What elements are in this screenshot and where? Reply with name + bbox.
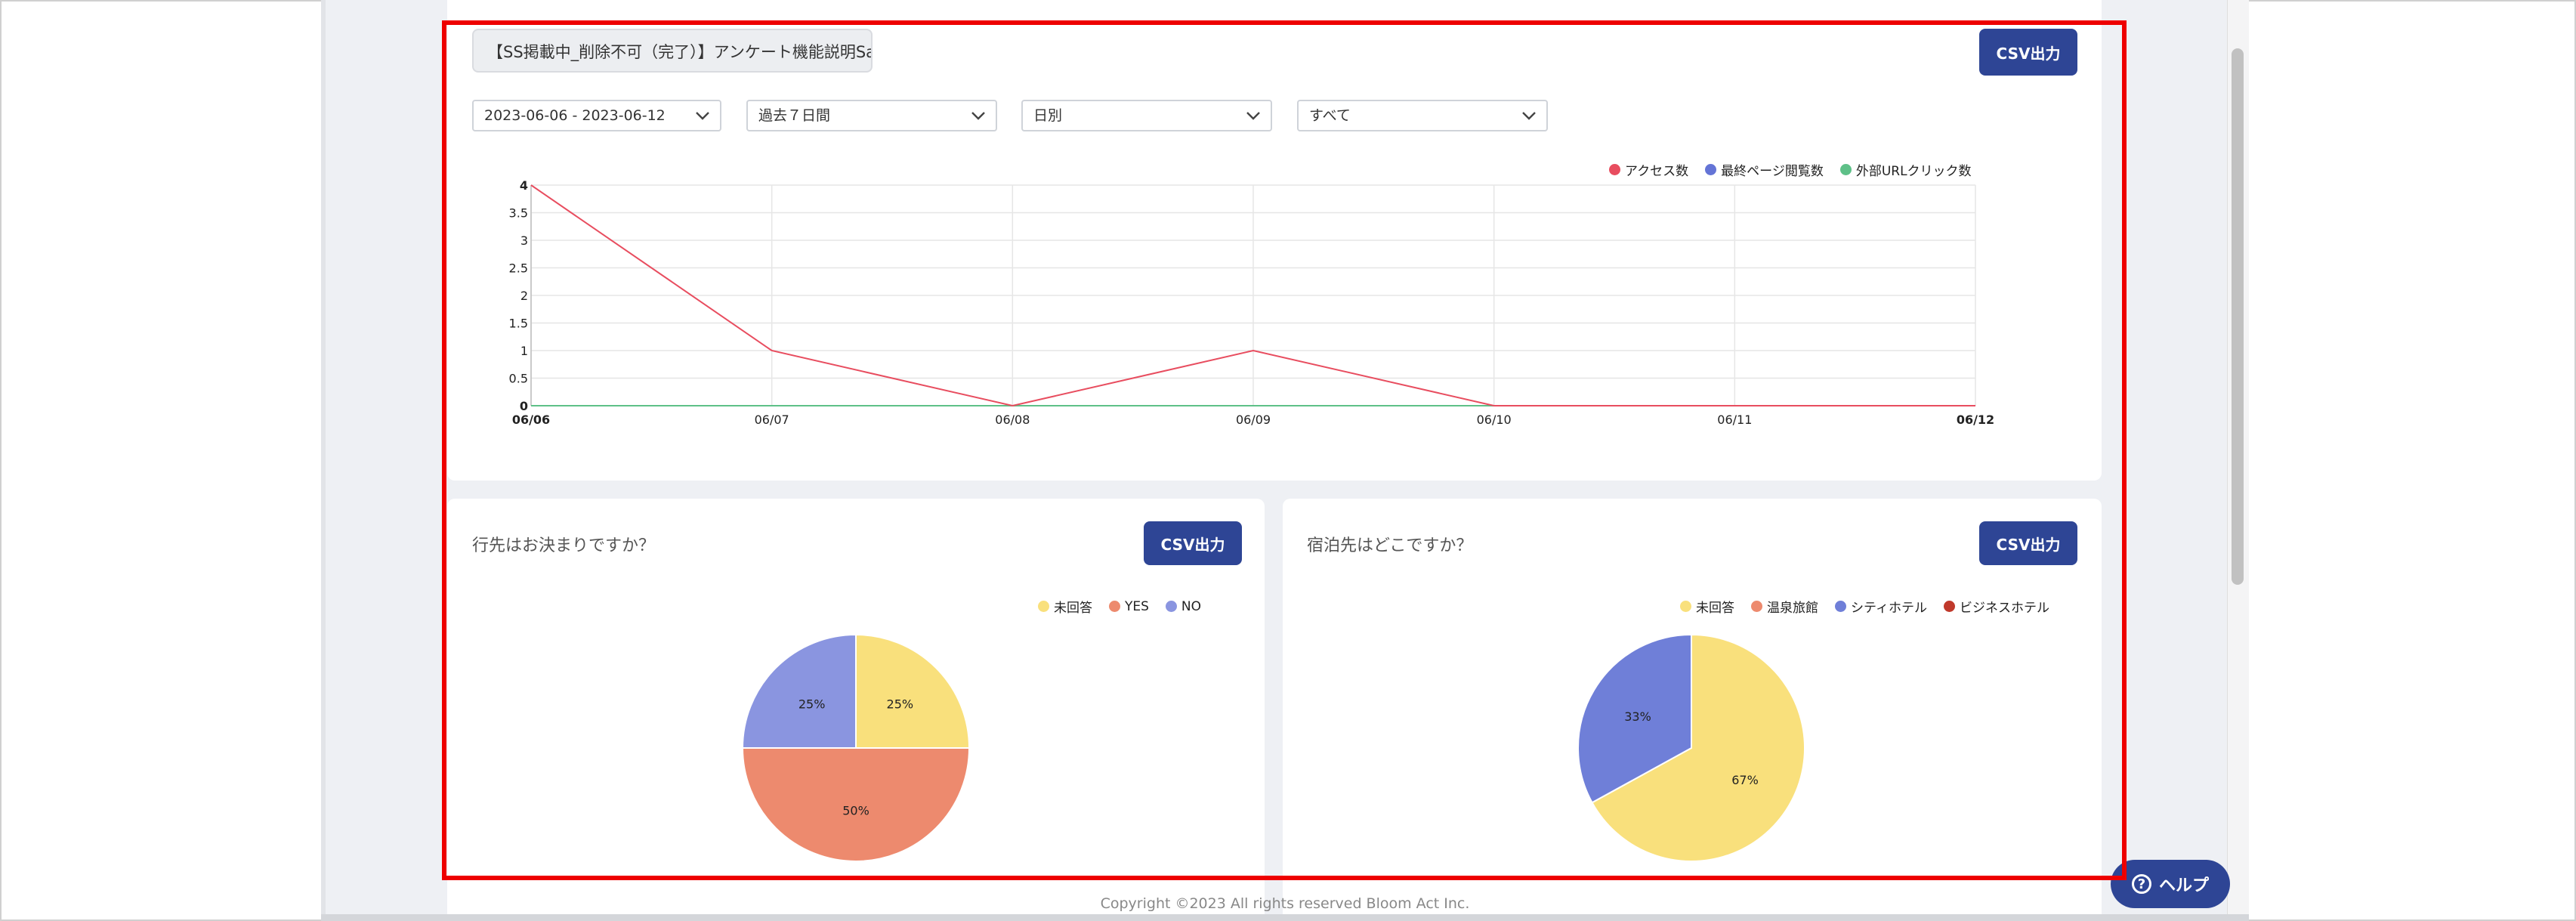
legend-label: 未回答 [1054,601,1092,616]
legend-label: 未回答 [1696,601,1734,616]
legend-item-hot-spring[interactable]: 温泉旅館 [1751,597,1818,616]
x-tick-label: 06/09 [1236,413,1271,427]
legend-item-external-url[interactable]: 外部URLクリック数 [1839,160,1972,179]
question-circle-icon: ? [2131,874,2151,894]
pie-slice-label: 25% [798,697,826,712]
question-title-accommodation: 宿泊先はどこですか？ [1307,536,1473,555]
summary-csv-button[interactable]: CSV出力 [1979,29,2077,76]
content-left-edge [321,0,326,921]
help-button[interactable]: ? ヘルプ [2111,860,2230,908]
legend-label: NO [1181,598,1202,614]
survey-title: 【SS掲載中_削除不可（完了）】アンケート機能説明Sampl [472,29,873,73]
legend-item-unanswered[interactable]: 未回答 [1038,597,1092,616]
legend-dot [1165,601,1177,612]
destination-pie-chart: 25% 50% 25% [741,633,971,862]
pie-slice[interactable] [741,747,971,862]
pie-slice[interactable] [741,633,857,749]
legend-dot [1038,601,1049,612]
x-tick-label: 06/11 [1717,413,1752,427]
pie-legend-accommodation: 未回答 温泉旅館 シティホテル ビジネスホテル [1680,597,2066,616]
granularity-select[interactable]: 日別 [1021,100,1272,131]
legend-item-business-hotel[interactable]: ビジネスホテル [1943,597,2049,616]
chevron-down-icon [1246,112,1260,120]
chevron-down-icon [1522,112,1536,120]
granularity-value: 日別 [1033,107,1063,124]
line-chart-legend: アクセス数 最終ページ閲覧数 外部URLクリック数 [1609,160,1988,179]
legend-dot [1751,601,1762,612]
accommodation-pie-chart: 67% 33% [1577,633,1805,862]
legend-dot [1680,601,1691,612]
y-tick-label: 1.5 [509,317,528,331]
y-tick-label: 0 [520,399,528,413]
legend-item-yes[interactable]: YES [1109,599,1149,614]
legend-dot [1109,601,1120,612]
access-line-chart: 0 0.5 1 1.5 2 2.5 3 3.5 4 06/06 06/07 06/08 06/09 06/… [509,178,1995,427]
pie-slice[interactable] [855,633,971,749]
period-value: 過去７日間 [758,107,831,124]
scope-value: すべて [1309,107,1351,124]
series-line-access [530,184,1975,407]
copyright-text: Copyright ©2023 All rights reserved Bloo… [1100,895,1470,912]
legend-item-unanswered[interactable]: 未回答 [1680,597,1734,616]
scope-select[interactable]: すべて [1297,100,1548,131]
chevron-down-icon [696,112,709,120]
pie-slice-label: 33% [1624,709,1651,724]
x-tick-label: 06/07 [755,413,789,427]
pie-legend-destination: 未回答 YES NO [1038,597,1218,616]
legend-label: 外部URLクリック数 [1855,164,1972,179]
legend-dot [1839,164,1852,175]
date-range-select[interactable]: 2023-06-06 - 2023-06-12 [472,100,721,131]
legend-label: 最終ページ閲覧数 [1721,164,1824,179]
legend-item-no[interactable]: NO [1165,598,1202,614]
legend-item-last-page[interactable]: 最終ページ閲覧数 [1705,160,1824,179]
period-select[interactable]: 過去７日間 [746,100,997,131]
pie-slice-label: 50% [842,804,869,818]
y-tick-label: 2.5 [509,261,528,276]
accommodation-csv-button[interactable]: CSV出力 [1979,521,2077,565]
footer-strip [321,914,2249,921]
pie-slice-label: 25% [887,697,914,712]
legend-label: シティホテル [1851,601,1927,616]
date-range-value: 2023-06-06 - 2023-06-12 [484,107,666,124]
legend-dot [1705,164,1717,175]
question-title-destination: 行先はお決まりですか？ [472,536,656,555]
x-tick-label: 06/06 [512,413,550,427]
legend-label: ビジネスホテル [1959,601,2049,616]
legend-label: アクセス数 [1625,164,1689,179]
legend-item-access[interactable]: アクセス数 [1609,160,1688,179]
x-tick-label: 06/12 [1957,413,1994,427]
legend-dot [1835,601,1846,612]
pie-slice[interactable] [1577,633,1692,804]
destination-csv-button[interactable]: CSV出力 [1144,521,1242,565]
y-tick-label: 2 [520,289,528,303]
y-tick-label: 3.5 [509,206,528,221]
y-tick-label: 4 [520,178,528,193]
x-tick-label: 06/10 [1477,413,1512,427]
legend-label: 温泉旅館 [1767,601,1818,616]
scrollbar-thumb[interactable] [2232,48,2244,585]
chevron-down-icon [971,112,985,120]
legend-dot [1943,601,1955,612]
x-tick-label: 06/08 [995,413,1030,427]
pie-slice[interactable] [1591,633,1805,862]
y-tick-label: 1 [520,344,528,358]
legend-item-city-hotel[interactable]: シティホテル [1835,597,1927,616]
legend-label: YES [1125,598,1149,614]
help-label: ヘルプ [2158,876,2209,895]
y-tick-label: 0.5 [509,372,528,386]
y-tick-label: 3 [520,233,528,248]
pie-slice-label: 67% [1731,773,1759,787]
legend-dot [1609,164,1620,175]
